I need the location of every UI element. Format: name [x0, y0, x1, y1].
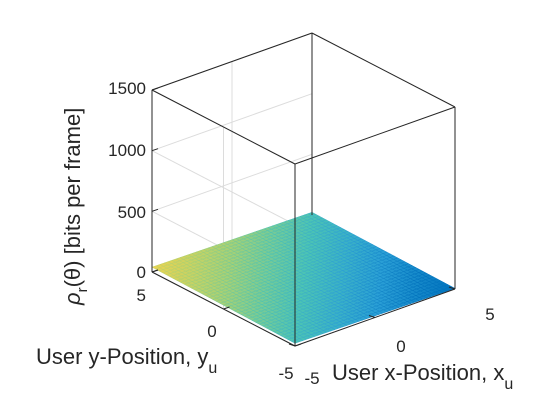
x-tick-mark: [448, 286, 456, 290]
axes-box: [151, 32, 456, 347]
y-tick-mark: [294, 343, 302, 347]
y-tick-label: -5: [278, 364, 293, 383]
x-tick-mark: [288, 343, 296, 347]
z-tick-mark: [151, 87, 159, 91]
surface-mesh: [151, 211, 456, 344]
x-tick-mark: [368, 315, 376, 318]
box-edge: [151, 89, 296, 165]
x-ticks: -5 0 5: [304, 305, 494, 388]
x-tick-label: 0: [396, 337, 405, 356]
box-edge: [294, 106, 456, 165]
box-edge: [151, 32, 313, 91]
x-axis-label: User x-Position, xu: [332, 360, 513, 393]
y-tick-label: 0: [207, 322, 216, 341]
z-tick-label: 1500: [108, 79, 146, 98]
y-ticks: 5 0 -5: [137, 286, 294, 383]
y-tick-mark: [151, 269, 159, 273]
z-axis-label: ρr(θ) [bits per frame]: [60, 108, 91, 306]
z-tick-mark: [151, 148, 159, 152]
z-tick-mark: [151, 208, 159, 212]
z-tick-label: 0: [137, 263, 146, 282]
z-tick-label: 500: [118, 203, 146, 222]
y-tick-label: 5: [137, 286, 146, 305]
y-axis-label: User y-Position, yu: [36, 344, 217, 377]
z-tick-label: 1000: [108, 141, 146, 160]
z-ticks: 1500 1000 500 0: [108, 79, 146, 282]
x-tick-label: 5: [485, 305, 494, 324]
y-tick-mark: [223, 306, 230, 310]
x-tick-label: -5: [304, 369, 319, 388]
box-edge: [311, 32, 456, 108]
